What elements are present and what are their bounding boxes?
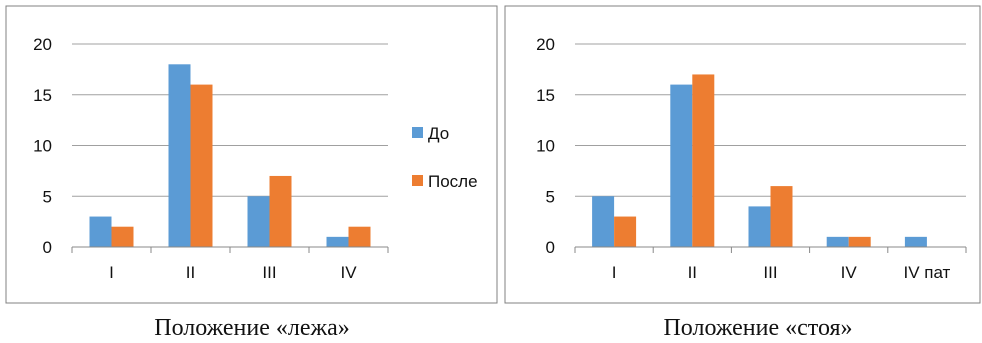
bar-do xyxy=(168,64,191,247)
x-tick-label: III xyxy=(262,263,276,282)
x-tick-label: IV xyxy=(841,263,858,282)
chart-1-caption: Положение «лежа» xyxy=(154,315,350,341)
legend-label-do: До xyxy=(428,124,449,143)
bar-do xyxy=(904,236,927,247)
y-tick-label: 5 xyxy=(43,187,52,206)
chart-2-caption: Положение «стоя» xyxy=(663,315,852,341)
bar-do xyxy=(670,84,693,247)
bar-do xyxy=(326,236,349,247)
bar-do xyxy=(748,206,771,247)
y-tick-label: 15 xyxy=(536,86,555,105)
y-tick-label: 15 xyxy=(33,86,52,105)
legend-swatch-do xyxy=(412,127,423,138)
chart-1-bars xyxy=(89,64,371,247)
bar-posle xyxy=(614,216,637,247)
legend-label-posle: После xyxy=(428,172,478,191)
chart-1-grid xyxy=(72,43,388,197)
bar-posle xyxy=(269,175,292,247)
bar-do xyxy=(247,196,270,247)
bar-posle xyxy=(190,84,213,247)
x-tick-label: II xyxy=(688,263,697,282)
chart-1-legend: До После xyxy=(412,124,478,191)
y-tick-label: 0 xyxy=(546,238,555,257)
x-tick-label: III xyxy=(763,263,777,282)
chart-2-x-axis: I II III IV IV пат xyxy=(574,246,967,282)
y-tick-label: 0 xyxy=(43,238,52,257)
chart-2-bars xyxy=(592,74,927,247)
chart-frame-2 xyxy=(504,5,981,304)
bar-posle xyxy=(692,74,715,247)
bar-posle xyxy=(848,236,871,247)
x-tick-label: IV пат xyxy=(903,263,950,282)
chart-1-y-axis: 0 5 10 15 20 xyxy=(33,35,52,257)
y-tick-label: 5 xyxy=(546,187,555,206)
y-tick-label: 10 xyxy=(536,137,555,156)
legend-swatch-posle xyxy=(412,175,423,186)
x-tick-label: I xyxy=(612,263,617,282)
bar-do xyxy=(826,236,849,247)
x-tick-label: I xyxy=(109,263,114,282)
y-tick-label: 10 xyxy=(33,137,52,156)
bar-do xyxy=(592,196,615,247)
y-tick-label: 20 xyxy=(536,35,555,54)
chart-frame-1 xyxy=(5,5,498,304)
bar-posle xyxy=(770,186,793,247)
bar-posle xyxy=(111,226,134,247)
bar-posle xyxy=(348,226,371,247)
x-tick-label: IV xyxy=(340,263,357,282)
chart-2-y-axis: 0 5 10 15 20 xyxy=(536,35,555,257)
bar-do xyxy=(89,216,112,247)
chart-1-x-axis: I II III IV xyxy=(71,246,389,282)
x-tick-label: II xyxy=(186,263,195,282)
y-tick-label: 20 xyxy=(33,35,52,54)
chart-2-grid xyxy=(575,43,966,197)
